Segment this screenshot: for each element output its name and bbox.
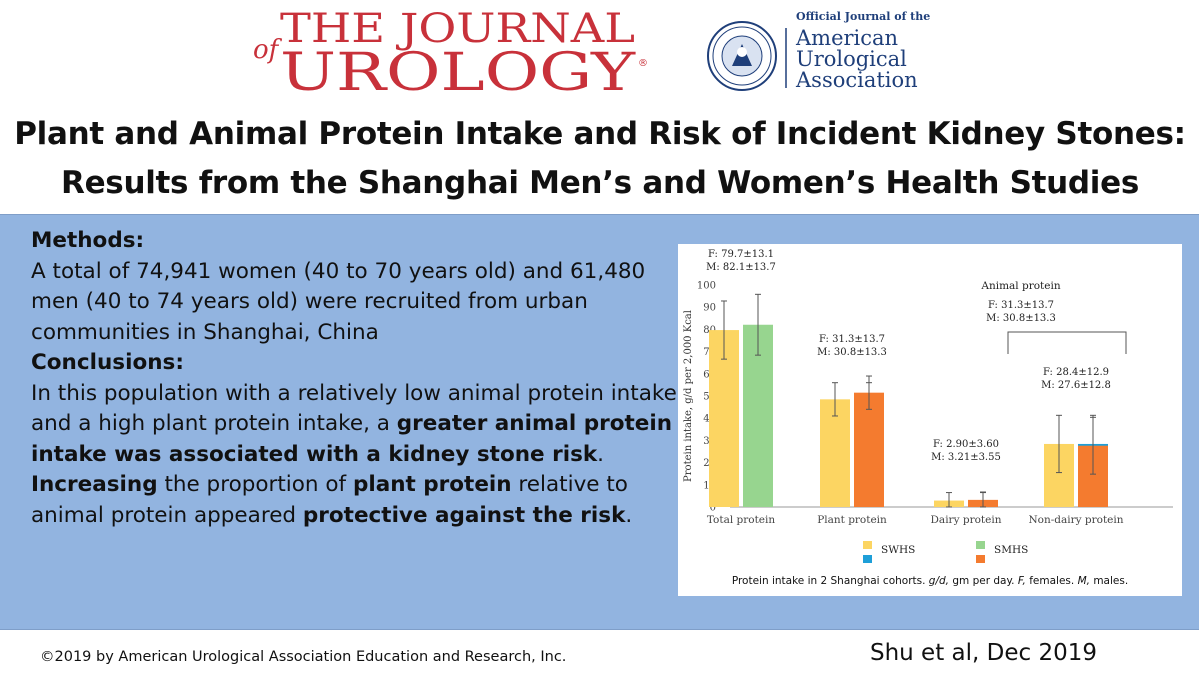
annotation-line-2: M: 30.8±13.3: [817, 347, 887, 358]
caption-part: males.: [1090, 575, 1128, 587]
legend-swatch-blue: [863, 555, 872, 563]
annotation-line-1: F: 31.3±13.7: [819, 334, 885, 345]
category-label: Plant protein: [817, 514, 887, 526]
caption-part: gm per day.: [949, 575, 1018, 587]
aua-line3: Association: [795, 68, 918, 92]
conclusion-2-text-2: relative to animal protein appeared: [31, 472, 628, 528]
title-line-1: Plant and Animal Protein Intake and Risk…: [14, 116, 1186, 152]
aua-official-text: Official Journal of the: [796, 10, 930, 23]
conclusion-2-bold-3: protective against the risk: [302, 502, 626, 528]
protein-intake-chart: 0102030405060708090100Protein intake, g/…: [683, 249, 1173, 587]
conclusion-1-end: .: [597, 441, 605, 467]
citation-text: Shu et al, Dec 2019: [869, 640, 1097, 666]
journal-name-text: UROLOGY: [280, 43, 636, 100]
conclusions-heading: Conclusions:: [31, 350, 184, 375]
summary-text: Methods: A total of 74,941 women (40 to …: [31, 226, 681, 531]
annotation-line-1: F: 79.7±13.1: [708, 249, 774, 260]
methods-heading: Methods:: [31, 228, 145, 253]
aua-seal-icon: [707, 21, 777, 91]
conclusion-2-end: .: [625, 502, 633, 528]
legend-swatch: [863, 541, 872, 549]
y-tick-label: 90: [703, 303, 716, 314]
annotation-line-2: M: 82.1±13.7: [706, 262, 776, 273]
registered-mark: ®: [638, 58, 648, 69]
caption-part: females.: [1026, 575, 1078, 587]
caption-part: F,: [1018, 575, 1026, 587]
y-tick-label: 0: [710, 503, 716, 514]
chart-caption: Protein intake in 2 Shanghai cohorts. g/…: [732, 575, 1128, 587]
chart-container: 0102030405060708090100Protein intake, g/…: [678, 244, 1182, 596]
title-line-2: Results from the Shanghai Men’s and Wome…: [61, 165, 1139, 201]
annotation-line-2: M: 27.6±12.8: [1041, 380, 1111, 391]
conclusion-2-bold-2: plant protein: [352, 472, 512, 497]
copyright-text: ©2019 by American Urological Association…: [40, 649, 567, 665]
annotation-line-1: F: 2.90±3.60: [933, 439, 999, 450]
group-bracket: [1007, 331, 1127, 354]
aua-line2: Urological: [796, 47, 907, 71]
group-line-1: F: 31.3±13.7: [988, 300, 1054, 311]
annotation-line-1: F: 28.4±12.9: [1043, 367, 1109, 378]
y-axis-label: Protein intake, g/d per 2,000 Kcal: [683, 310, 694, 482]
legend-label: SMHS: [994, 544, 1028, 556]
group-title: Animal protein: [980, 280, 1060, 292]
legend-swatch-orange: [976, 555, 985, 563]
legend-label: SWHS: [881, 544, 915, 556]
journal-the-text: THE JOURNAL: [280, 6, 635, 52]
caption-part: g/d,: [929, 575, 949, 587]
annotation-line-2: M: 3.21±3.55: [931, 452, 1001, 463]
group-line-2: M: 30.8±13.3: [986, 313, 1056, 324]
category-label: Total protein: [707, 514, 776, 526]
aua-line1: American: [795, 26, 898, 50]
journal-of-text: of: [253, 35, 283, 65]
category-label: Dairy protein: [931, 514, 1002, 526]
conclusion-1: In this population with a relatively low…: [31, 379, 681, 471]
legend-swatch: [976, 541, 985, 549]
conclusion-1-text: In this population with a relatively low…: [31, 380, 677, 437]
conclusion-2-text-1: the proportion of: [157, 472, 353, 497]
journal-logo: of THE JOURNAL UROLOGY ® Official Journa…: [253, 6, 930, 100]
conclusion-1-bold: greater animal protein intake was associ…: [31, 411, 673, 467]
bar: [820, 399, 850, 507]
y-tick-label: 100: [697, 281, 716, 292]
caption-part: Protein intake in 2 Shanghai cohorts.: [732, 575, 929, 587]
conclusion-2-bold-1: Increasing: [31, 472, 158, 497]
methods-text: A total of 74,941 women (40 to 70 years …: [31, 258, 646, 345]
caption-part: M,: [1078, 575, 1090, 587]
category-label: Non-dairy protein: [1028, 514, 1123, 526]
bar: [854, 392, 884, 507]
conclusion-2: Increasing the proportion of plant prote…: [31, 470, 681, 531]
